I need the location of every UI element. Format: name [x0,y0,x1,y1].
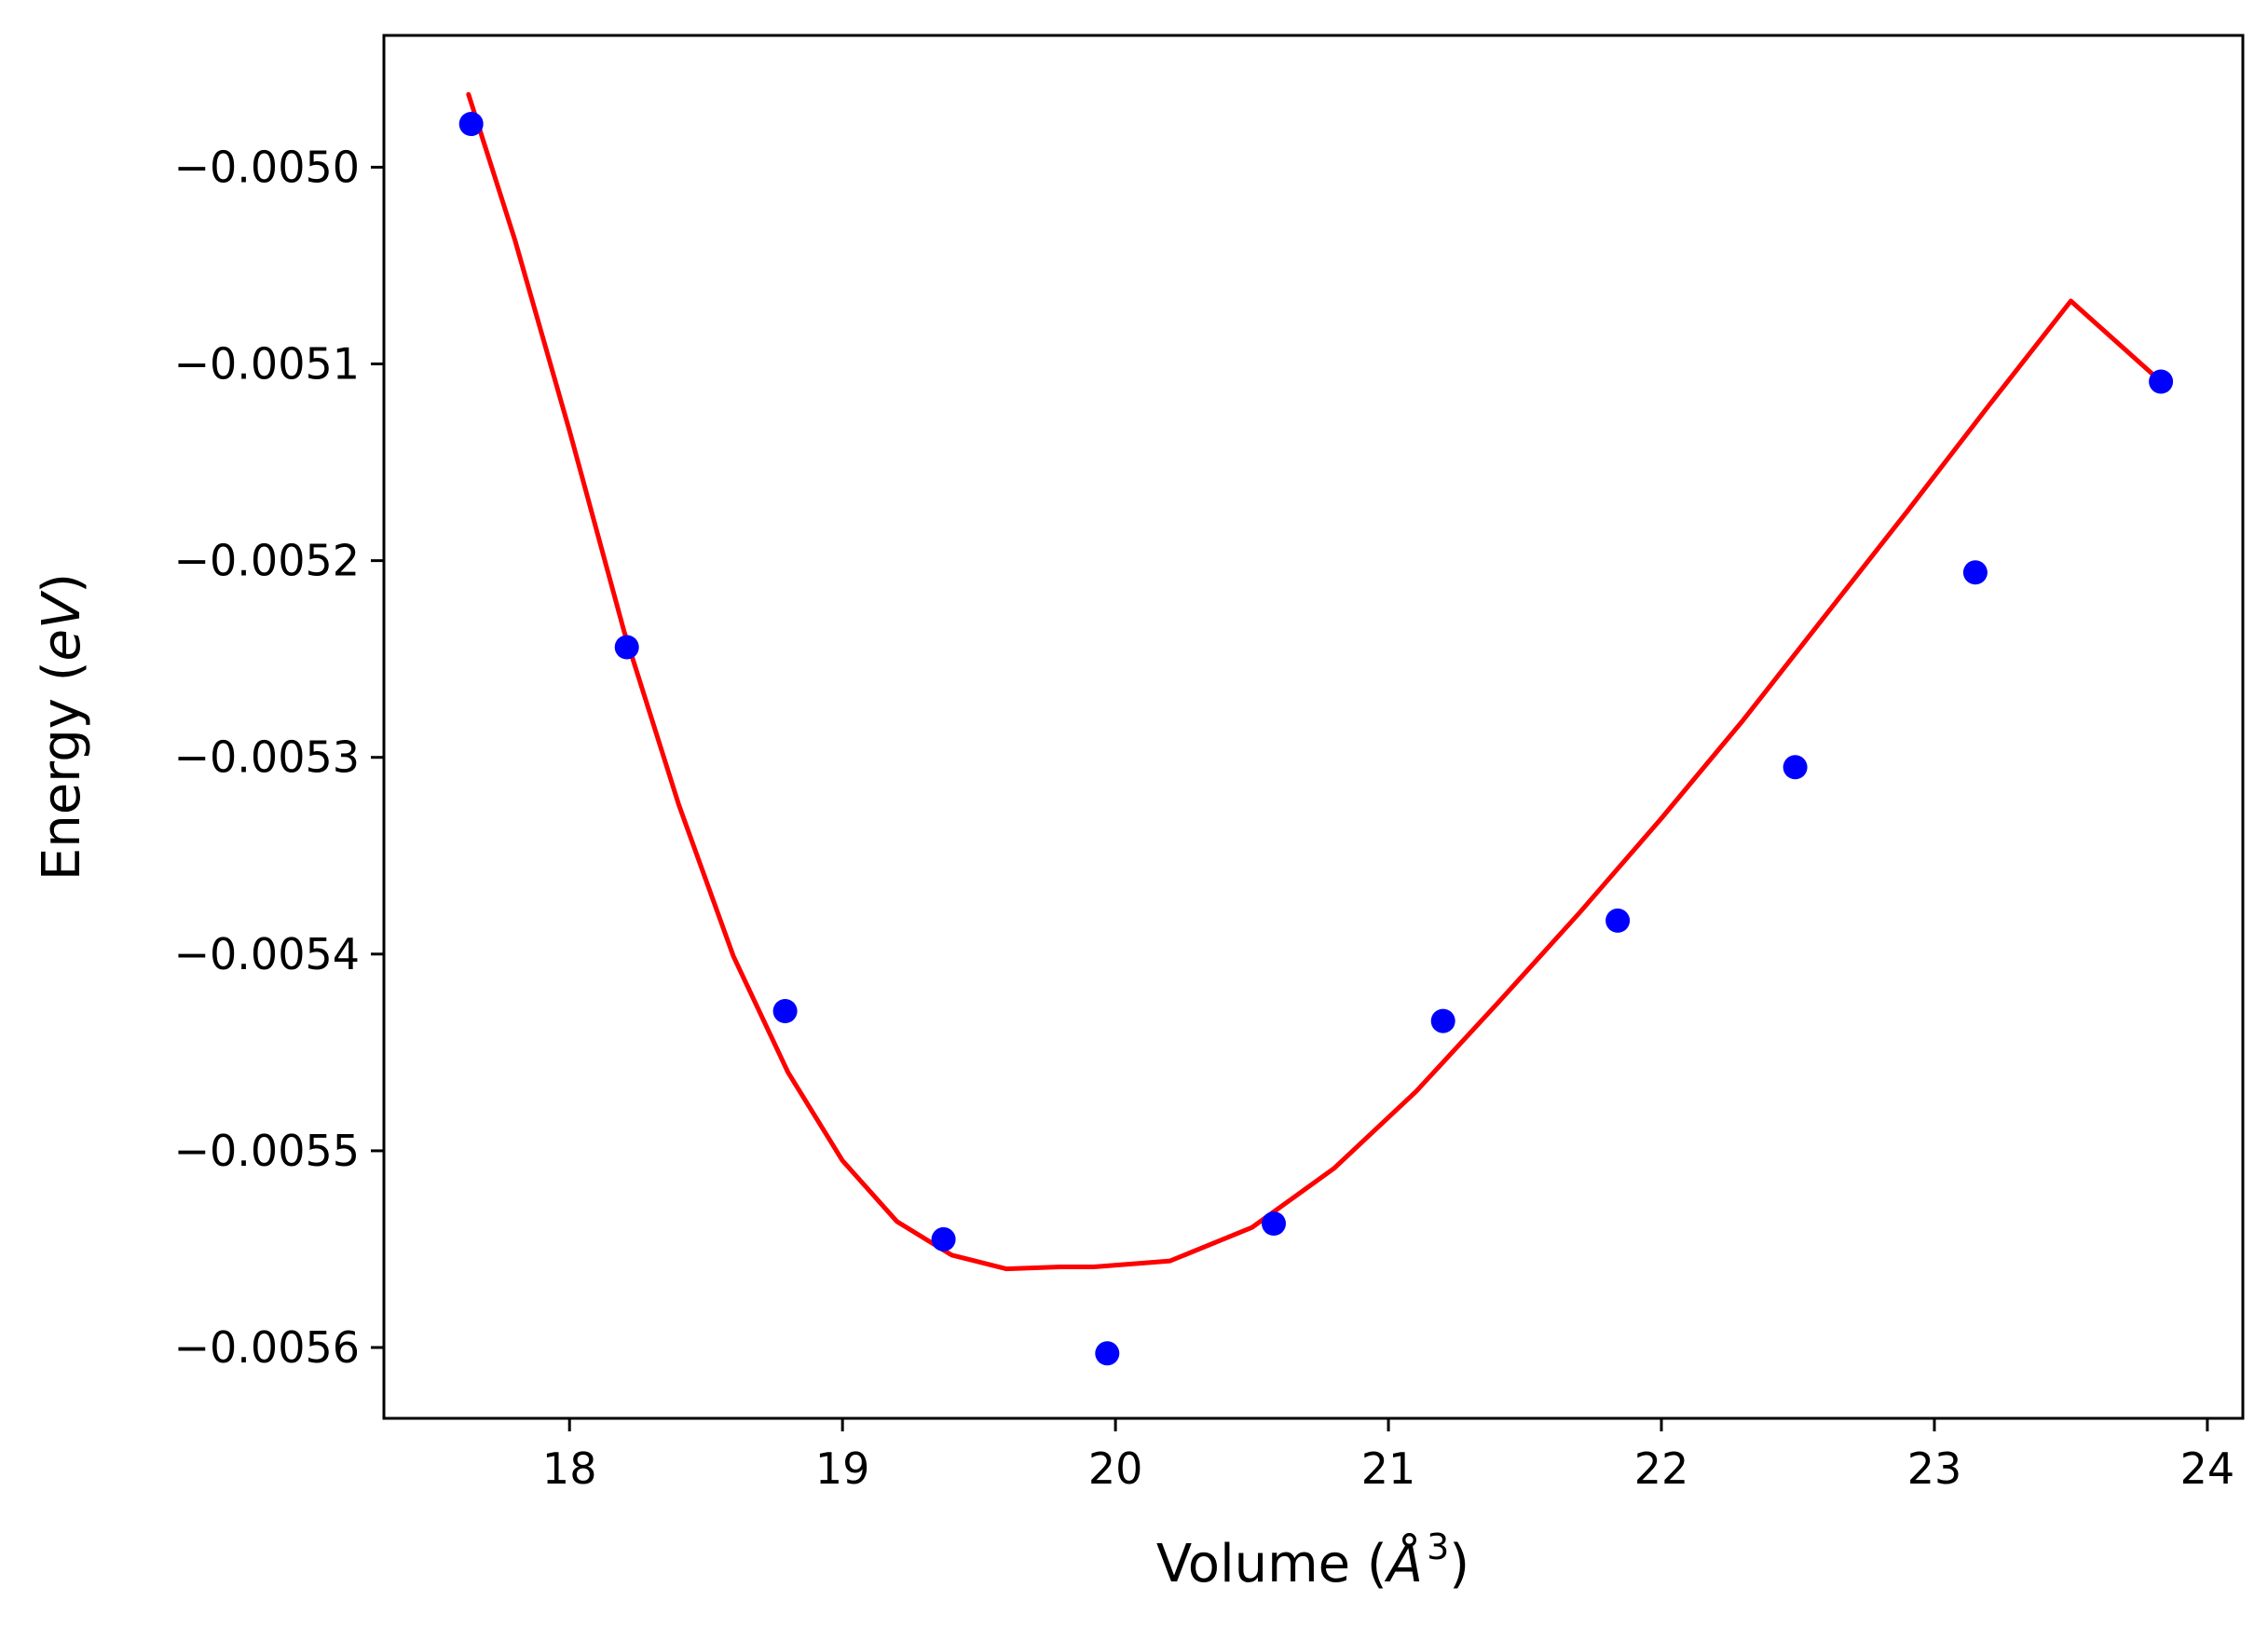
data-point [931,1226,956,1252]
data-point [1095,1341,1120,1366]
x-tick-label: 20 [1088,1443,1143,1494]
x-axis-label-suffix: ) [1449,1534,1469,1594]
y-axis-label-prefix: Energy ( [32,661,92,881]
y-tick-label: −0.0051 [174,339,361,390]
y-axis-label-suffix: ) [32,573,92,594]
data-point [2149,369,2174,394]
data-point [458,112,484,136]
y-tick-label: −0.0050 [174,142,361,192]
fit-curve [466,91,2164,1272]
x-axis-label-symbol: Å [1385,1533,1423,1594]
x-tick-label: 18 [542,1443,597,1494]
x-axis-label-superscript: 3 [1427,1526,1449,1567]
data-point [614,635,639,660]
y-axis-ticks: −0.0050 −0.0051 −0.0052 −0.0053 −0.0054 −0.00… [174,142,384,1373]
x-tick-label: 21 [1361,1443,1416,1494]
y-axis-label-italic: eV [32,590,92,661]
x-tick-label: 22 [1634,1443,1689,1494]
data-point [1962,560,1988,585]
y-tick-label: −0.0056 [174,1322,361,1373]
x-tick-label: 19 [815,1443,870,1494]
data-points-layer [458,112,2174,1366]
x-tick-label: 23 [1907,1443,1962,1494]
y-tick-label: −0.0054 [174,929,361,979]
y-tick-label: −0.0053 [174,732,361,783]
data-point [1262,1211,1286,1236]
data-point [1605,908,1631,933]
x-axis-ticks: 18 19 20 21 22 23 24 [542,1418,2234,1494]
y-tick-label: −0.0052 [174,536,361,586]
data-point [1430,1008,1455,1033]
fit-curve-layer [466,91,2164,1272]
x-axis-label-prefix: Volume ( [1156,1534,1387,1594]
data-point [772,999,798,1023]
plot-frame [382,34,2245,1420]
x-tick-label: 24 [2180,1443,2235,1494]
x-axis-label: Volume (Å 3) [1156,1526,1469,1594]
data-point [1783,755,1808,780]
y-axis-label: Energy (eV) [32,573,92,881]
y-tick-label: −0.0055 [174,1126,361,1176]
